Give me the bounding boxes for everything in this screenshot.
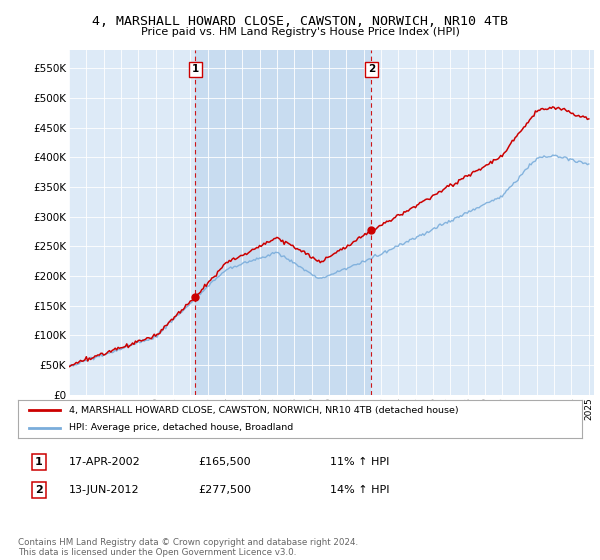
Text: £277,500: £277,500	[198, 485, 251, 495]
Text: HPI: Average price, detached house, Broadland: HPI: Average price, detached house, Broa…	[69, 423, 293, 432]
Text: 2: 2	[368, 64, 375, 74]
Bar	[196, 50, 371, 395]
Text: 1: 1	[35, 457, 43, 467]
Text: Contains HM Land Registry data © Crown copyright and database right 2024.
This d: Contains HM Land Registry data © Crown c…	[18, 538, 358, 557]
Text: 11% ↑ HPI: 11% ↑ HPI	[330, 457, 389, 467]
Text: 1: 1	[192, 64, 199, 74]
Text: 2: 2	[35, 485, 43, 495]
Text: 4, MARSHALL HOWARD CLOSE, CAWSTON, NORWICH, NR10 4TB: 4, MARSHALL HOWARD CLOSE, CAWSTON, NORWI…	[92, 15, 508, 27]
Text: 14% ↑ HPI: 14% ↑ HPI	[330, 485, 389, 495]
Text: 17-APR-2002: 17-APR-2002	[69, 457, 141, 467]
Text: 4, MARSHALL HOWARD CLOSE, CAWSTON, NORWICH, NR10 4TB (detached house): 4, MARSHALL HOWARD CLOSE, CAWSTON, NORWI…	[69, 405, 458, 414]
Text: 13-JUN-2012: 13-JUN-2012	[69, 485, 140, 495]
Text: £165,500: £165,500	[198, 457, 251, 467]
Text: Price paid vs. HM Land Registry's House Price Index (HPI): Price paid vs. HM Land Registry's House …	[140, 27, 460, 37]
